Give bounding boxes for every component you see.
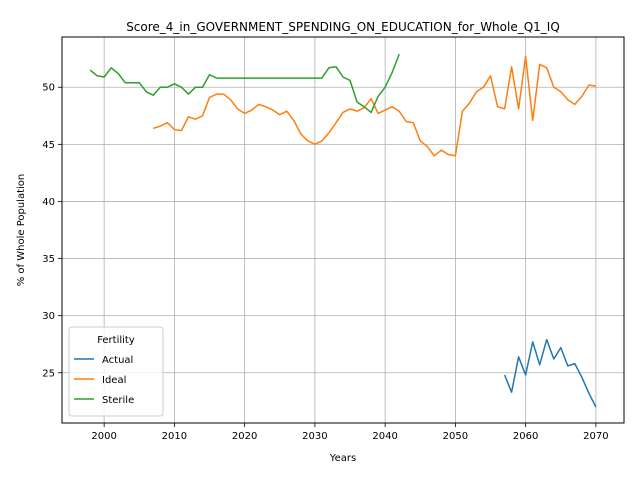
x-tick-label: 2050	[443, 431, 468, 442]
y-tick-label: 40	[42, 197, 55, 208]
legend-entries: Actual Ideal Sterile	[74, 355, 134, 406]
x-tick-label: 2020	[232, 431, 257, 442]
y-tick-label: 25	[42, 368, 55, 379]
series-lines	[89, 53, 597, 408]
legend-label-sterile: Sterile	[102, 395, 134, 406]
x-axis-label: Years	[329, 453, 356, 464]
x-tick-label: 2040	[372, 431, 397, 442]
series-line-actual	[503, 338, 597, 408]
legend: Fertility Actual Ideal Sterile	[68, 326, 164, 417]
chart-title: Score_4_in_GOVERNMENT_SPENDING_ON_EDUCAT…	[126, 20, 560, 34]
plot-frame	[61, 36, 625, 424]
y-axis-ticks: 25 30 35 40 45 50	[42, 83, 62, 379]
legend-box	[68, 326, 164, 417]
x-tick-label: 2070	[583, 431, 608, 442]
y-tick-label: 35	[42, 254, 55, 265]
x-tick-label: 2010	[162, 431, 187, 442]
legend-label-ideal: Ideal	[102, 375, 126, 386]
series-line-sterile	[89, 53, 400, 114]
legend-label-actual: Actual	[102, 355, 133, 366]
y-tick-label: 30	[42, 311, 55, 322]
y-tick-label: 50	[42, 83, 55, 94]
x-tick-label: 2000	[91, 431, 116, 442]
legend-title: Fertility	[97, 335, 135, 346]
x-tick-label: 2060	[513, 431, 538, 442]
x-tick-label: 2030	[302, 431, 327, 442]
y-tick-label: 45	[42, 140, 55, 151]
x-axis-ticks: 2000 2010 2020 2030 2040 2050 2060 2070	[91, 423, 609, 442]
y-axis-label: % of Whole Population	[16, 174, 27, 287]
